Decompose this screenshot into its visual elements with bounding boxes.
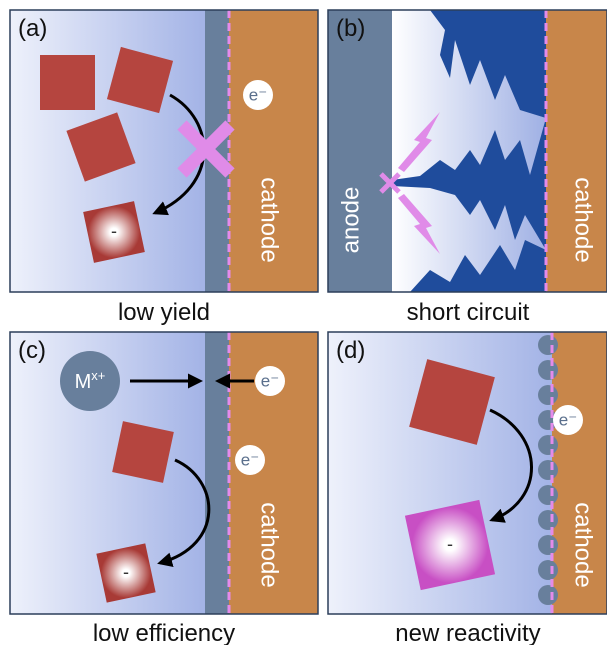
substrate — [66, 112, 136, 182]
caption: short circuit — [407, 299, 530, 326]
caption: low yield — [118, 299, 210, 326]
product-charge: - — [111, 221, 117, 241]
electron — [255, 366, 285, 396]
product — [96, 543, 156, 603]
electron — [553, 405, 583, 435]
spark — [398, 112, 440, 172]
product-charge: - — [447, 534, 453, 554]
cathode-label: cathode — [256, 502, 283, 587]
arrow — [157, 458, 211, 568]
panel-b: anode cathode (b) short circuit — [327, 9, 607, 326]
substrate — [40, 55, 95, 110]
cathode-label: cathode — [570, 502, 597, 587]
panel-d: e⁻ - cathode (d) new reactivity — [327, 331, 607, 645]
spark — [398, 194, 440, 254]
anode — [328, 10, 392, 292]
substrate — [409, 359, 495, 445]
dendrites — [392, 10, 546, 292]
product — [83, 201, 145, 263]
product-charge: - — [123, 562, 129, 582]
frame — [9, 331, 319, 615]
electron-label: e⁻ — [559, 410, 577, 429]
substrate — [106, 46, 174, 114]
caption: new reactivity — [395, 620, 540, 645]
short-x — [379, 172, 401, 194]
substrate — [112, 421, 174, 483]
electron-label: e⁻ — [241, 450, 259, 469]
ion-base: M — [75, 371, 92, 393]
frame — [9, 9, 319, 293]
panel-a: e⁻ - cathode (a) low yield — [9, 9, 319, 326]
cathode — [552, 332, 607, 614]
electron — [243, 80, 273, 110]
electron-label: e⁻ — [261, 371, 279, 390]
ion-charge: x+ — [91, 368, 105, 383]
frame — [327, 331, 607, 615]
anode-label: anode — [337, 187, 364, 254]
blocked-x — [177, 120, 235, 178]
panel-label: (a) — [18, 15, 47, 42]
caption: low efficiency — [93, 620, 235, 645]
surface-coating — [538, 335, 558, 605]
electron — [235, 445, 265, 475]
sei-layer — [205, 332, 229, 614]
cathode-label: cathode — [570, 177, 597, 262]
panel-label: (c) — [18, 337, 46, 364]
ion-label: Mx+ — [75, 368, 106, 393]
panel-label: (b) — [336, 15, 365, 42]
electron-label: e⁻ — [249, 85, 267, 104]
cathode-label: cathode — [256, 177, 283, 262]
panel-label: (d) — [336, 337, 365, 364]
metal-ion — [60, 351, 120, 411]
product — [404, 499, 496, 591]
panel-c: Mx+ e⁻ e⁻ - cathode (c) low efficiency — [9, 331, 319, 645]
arrow — [489, 408, 533, 523]
frame — [327, 9, 607, 293]
cathode — [546, 10, 607, 292]
cathode — [229, 10, 318, 292]
